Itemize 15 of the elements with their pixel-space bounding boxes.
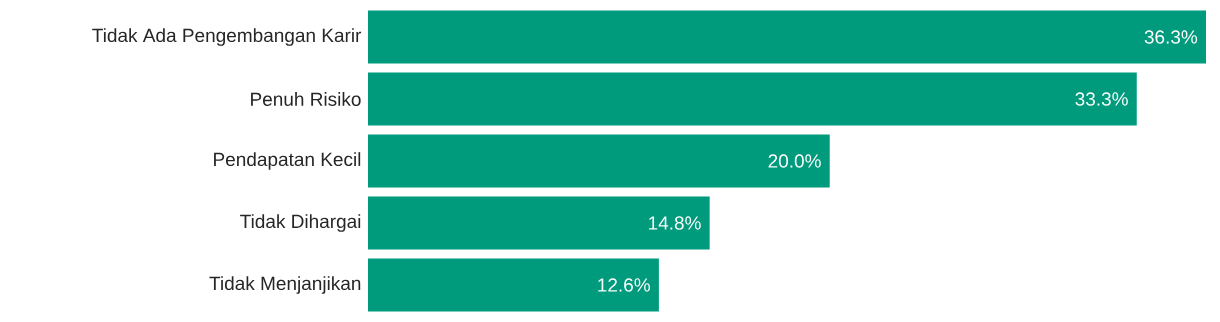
- y-tick-label: Penuh Risiko: [251, 92, 361, 106]
- data-label: 12.6%: [598, 278, 650, 292]
- y-tick-label: Tidak Menjanjikan: [209, 276, 361, 294]
- bar: [368, 10, 1207, 64]
- data-label: 14.8%: [649, 216, 701, 230]
- y-tick-label: Tidak Ada Pengembangan Karir: [92, 28, 362, 46]
- y-tick-label: Tidak Dihargai: [240, 214, 361, 232]
- bar: [368, 134, 830, 188]
- data-label: 20.0%: [768, 154, 821, 168]
- bar: [368, 72, 1137, 126]
- y-tick-label: Pendapatan Kecil: [214, 152, 361, 170]
- data-label: 36.3%: [1144, 30, 1198, 44]
- data-label: 33.3%: [1075, 92, 1128, 106]
- bar: [368, 258, 659, 312]
- bar: [368, 196, 710, 250]
